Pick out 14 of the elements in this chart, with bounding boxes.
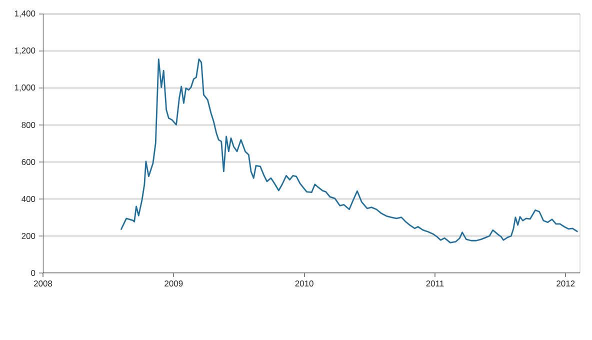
x-tick-label: 2010 — [295, 280, 314, 287]
y-tick-label: 0 — [31, 270, 36, 276]
y-tick-label: 1,400 — [14, 10, 36, 18]
x-tick-label: 2009 — [164, 280, 183, 287]
x-tick-label: 2008 — [34, 280, 52, 287]
line-series — [120, 58, 578, 244]
y-tick-label: 200 — [22, 233, 36, 239]
x-tick-label: 2012 — [556, 280, 575, 287]
y-tick-label: 400 — [22, 196, 36, 202]
y-tick-label: 1,200 — [14, 48, 36, 54]
y-tick-label: 600 — [22, 159, 36, 165]
y-tick-label: 1,000 — [14, 84, 36, 92]
x-tick-label: 2011 — [426, 280, 444, 287]
y-tick-label: 800 — [22, 122, 36, 128]
